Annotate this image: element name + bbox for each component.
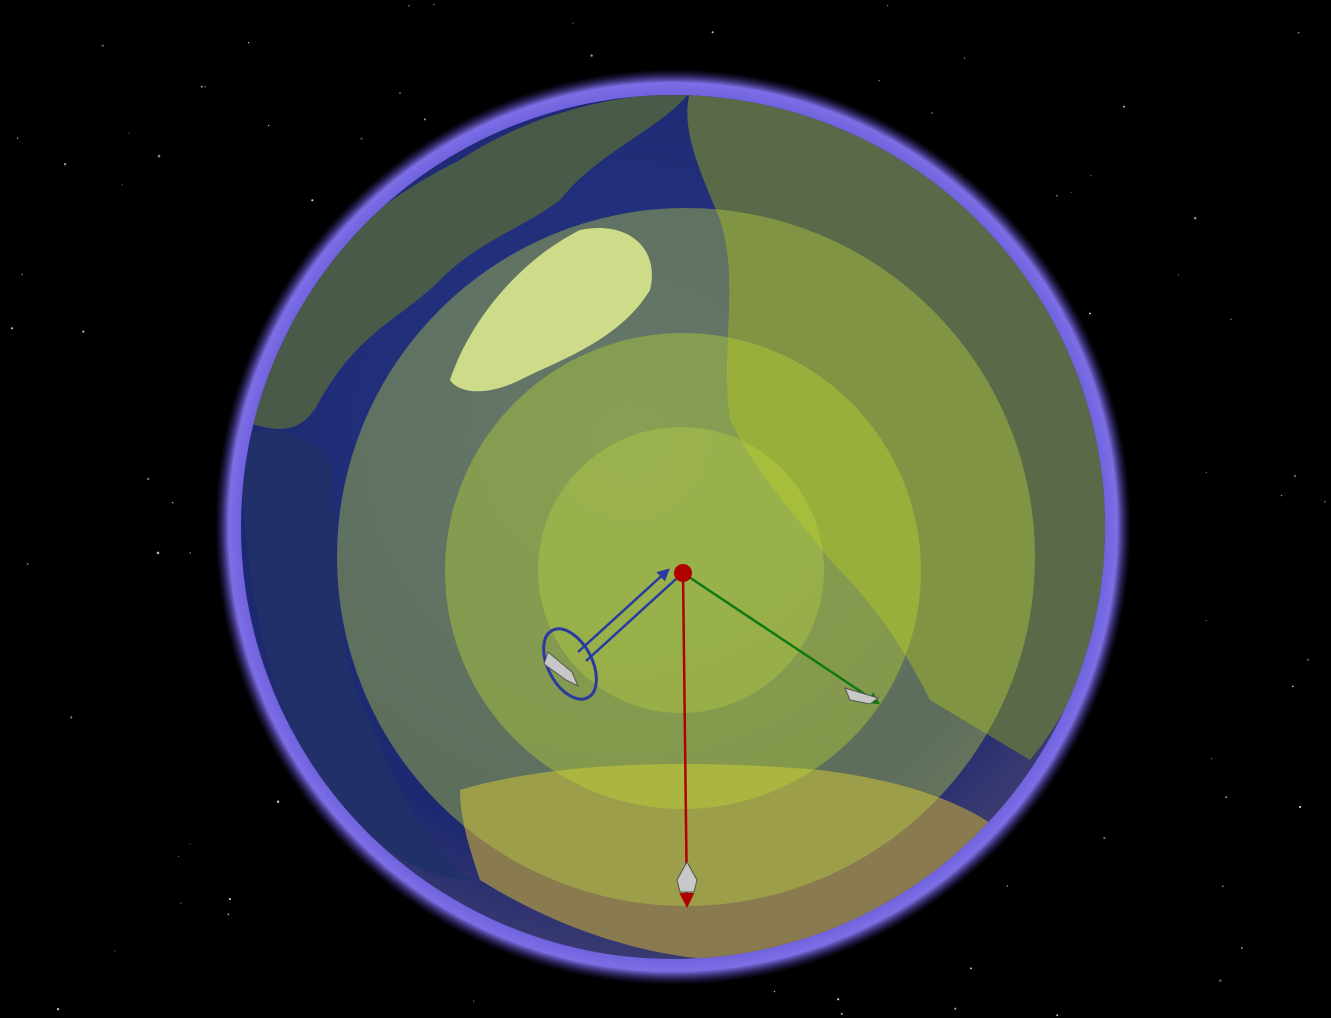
star xyxy=(227,913,230,915)
star xyxy=(1006,885,1009,887)
star xyxy=(56,1008,60,1011)
greenland xyxy=(450,228,652,392)
star xyxy=(773,990,776,993)
star xyxy=(1299,805,1302,809)
star xyxy=(180,902,182,904)
star xyxy=(101,44,105,47)
north-america-land xyxy=(241,95,690,429)
star xyxy=(572,22,574,24)
star xyxy=(189,843,191,845)
star xyxy=(200,85,203,88)
landmasses xyxy=(241,95,1105,959)
star xyxy=(1280,494,1283,497)
star xyxy=(1307,658,1310,661)
star xyxy=(268,124,270,127)
blue-vector-a xyxy=(577,568,670,653)
africa-land xyxy=(460,764,1000,959)
star xyxy=(1193,216,1197,220)
aircraft-south xyxy=(676,860,698,893)
star xyxy=(711,31,714,34)
star xyxy=(1293,474,1297,478)
star xyxy=(157,154,161,158)
star xyxy=(472,1000,475,1002)
star xyxy=(964,57,966,59)
star xyxy=(408,5,410,7)
star xyxy=(147,477,150,480)
star xyxy=(1123,105,1125,108)
star xyxy=(228,898,231,901)
star xyxy=(204,86,206,88)
star xyxy=(1219,979,1222,982)
star xyxy=(177,855,180,858)
star xyxy=(1324,501,1326,503)
star xyxy=(1240,946,1243,949)
star xyxy=(10,327,13,330)
star xyxy=(1177,274,1179,276)
star xyxy=(399,92,401,94)
star xyxy=(1291,685,1294,688)
star xyxy=(121,184,123,186)
star xyxy=(840,1012,843,1015)
star xyxy=(1297,31,1300,34)
star xyxy=(931,112,933,115)
origin-point xyxy=(674,564,692,582)
star xyxy=(189,552,191,554)
aircraft-west xyxy=(543,651,579,688)
star xyxy=(82,330,85,333)
star xyxy=(311,199,314,202)
star xyxy=(70,716,73,719)
star xyxy=(433,3,435,5)
star xyxy=(1205,619,1207,622)
south-vector xyxy=(679,572,695,908)
atlantic-west xyxy=(241,429,470,880)
star xyxy=(1205,472,1207,474)
star xyxy=(1090,175,1092,177)
outer-range-ring xyxy=(337,208,1035,906)
star xyxy=(276,800,280,803)
star xyxy=(360,137,363,140)
star xyxy=(1225,796,1227,798)
star xyxy=(128,132,130,134)
star xyxy=(1211,758,1213,760)
star xyxy=(114,950,116,952)
star xyxy=(590,54,593,57)
star xyxy=(1055,194,1058,197)
star xyxy=(1070,191,1072,194)
star xyxy=(1089,312,1091,315)
star xyxy=(1230,318,1232,320)
star xyxy=(156,551,160,555)
star xyxy=(837,998,840,1001)
east-vector xyxy=(682,571,881,705)
stars xyxy=(10,3,1326,1017)
blue-vector-b xyxy=(585,578,677,662)
star xyxy=(16,137,19,139)
star xyxy=(886,4,889,7)
star xyxy=(954,1007,957,1010)
star xyxy=(171,501,174,504)
star xyxy=(1221,885,1224,888)
star xyxy=(247,42,250,44)
star xyxy=(63,163,67,166)
star xyxy=(423,118,426,121)
star xyxy=(878,79,880,82)
star xyxy=(1103,836,1106,840)
star xyxy=(969,967,972,970)
aircraft-icons xyxy=(543,651,880,893)
eurasia-land xyxy=(687,95,1105,760)
star xyxy=(1056,1014,1059,1017)
aircraft-east xyxy=(844,687,880,705)
star xyxy=(21,273,23,276)
uncertainty-ellipse xyxy=(542,627,598,701)
star xyxy=(26,563,29,565)
